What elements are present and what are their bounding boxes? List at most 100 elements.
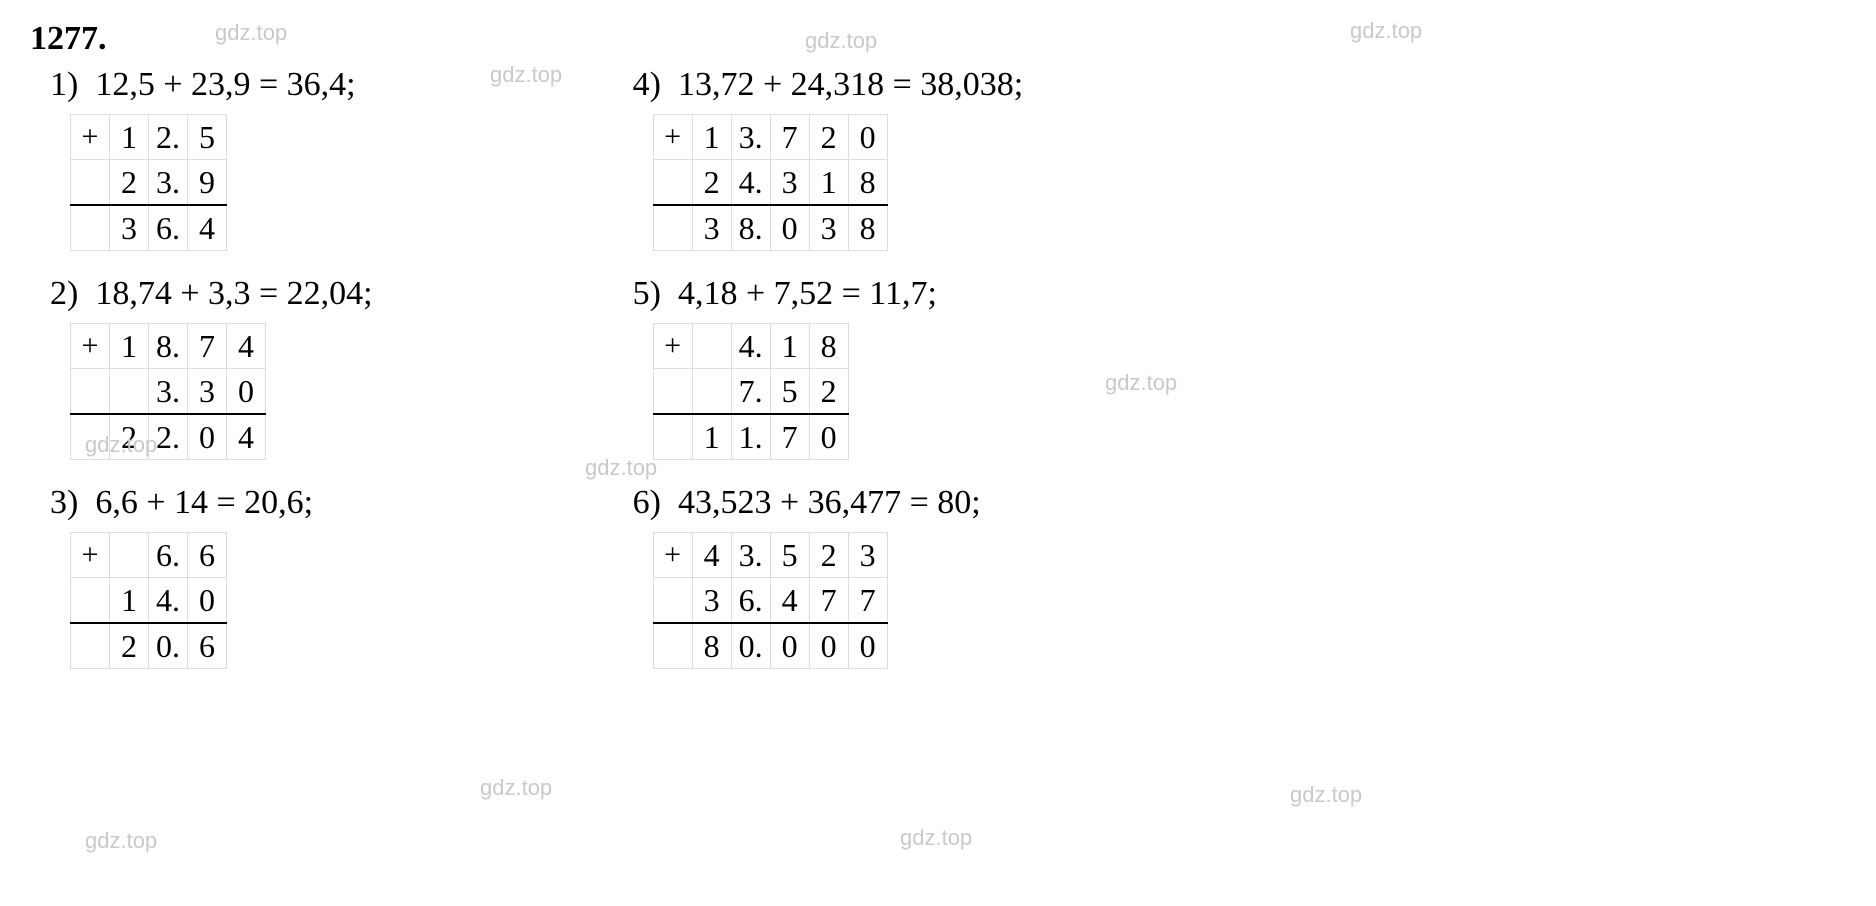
problem: 5) 4,18 + 7,52 = 11,7;+4.187.5211.70 bbox=[613, 275, 1024, 460]
digit-cell: 0 bbox=[809, 414, 848, 460]
problem: 6) 43,523 + 36,477 = 80; +43.52336.47780.… bbox=[613, 484, 1024, 669]
digit-cell: 4. bbox=[149, 578, 188, 624]
calc-table: +12.523.936.4 bbox=[70, 114, 227, 251]
op-cell: + bbox=[71, 115, 110, 160]
problem-equation: 6) 43,523 + 36,477 = 80; bbox=[633, 484, 1024, 522]
right-column: 4) 13,72 + 24,318 = 38,038; +13.72024.318… bbox=[613, 66, 1024, 669]
problem-label: 6) bbox=[633, 484, 661, 521]
digit-cell: 6. bbox=[149, 533, 188, 578]
digit-cell: 3. bbox=[149, 160, 188, 206]
digit-cell: 3. bbox=[731, 115, 770, 160]
digit-cell: 3 bbox=[692, 205, 731, 251]
watermark: gdz.top bbox=[900, 825, 972, 851]
digit-cell: 0 bbox=[809, 623, 848, 669]
table-row: 20.6 bbox=[71, 623, 227, 669]
op-cell: + bbox=[653, 533, 692, 578]
calc-table: +43.52336.47780.000 bbox=[653, 532, 888, 669]
digit-cell: 3 bbox=[770, 160, 809, 206]
problem: 1) 12,5 + 23,9 = 36,4; +12.523.936.4 bbox=[30, 66, 373, 251]
op-cell bbox=[653, 414, 692, 460]
problem: 2) 18,74 + 3,3 = 22,04;+18.743.3022.04 bbox=[30, 275, 373, 460]
digit-cell: 1 bbox=[692, 414, 731, 460]
digit-cell: 4 bbox=[188, 205, 227, 251]
problem-equation: 3) 6,6 + 14 = 20,6; bbox=[50, 484, 373, 522]
equation-text: 4,18 + 7,52 = 11,7; bbox=[678, 275, 937, 312]
digit-cell: 7. bbox=[731, 369, 770, 415]
digit-cell: 6 bbox=[188, 623, 227, 669]
digit-cell: 0 bbox=[227, 369, 266, 415]
digit-cell: 0 bbox=[188, 414, 227, 460]
digit-cell: 0. bbox=[149, 623, 188, 669]
equation-text: 18,74 + 3,3 = 22,04; bbox=[95, 275, 372, 312]
op-cell bbox=[71, 160, 110, 206]
equation-text: 12,5 + 23,9 = 36,4; bbox=[95, 66, 355, 103]
digit-cell: 7 bbox=[770, 414, 809, 460]
op-cell: + bbox=[653, 115, 692, 160]
table-row: 11.70 bbox=[653, 414, 848, 460]
table-row: 23.9 bbox=[71, 160, 227, 206]
digit-cell: 6 bbox=[188, 533, 227, 578]
digit-cell: 8. bbox=[731, 205, 770, 251]
digit-cell: 8 bbox=[848, 205, 887, 251]
table-row: 36.477 bbox=[653, 578, 887, 624]
digit-cell: 2. bbox=[149, 115, 188, 160]
digit-cell: 3 bbox=[809, 205, 848, 251]
op-cell bbox=[653, 160, 692, 206]
calc-table: +13.72024.31838.038 bbox=[653, 114, 888, 251]
problem-label: 1) bbox=[50, 66, 78, 103]
calc-table: +4.187.5211.70 bbox=[653, 323, 849, 460]
problem-label: 4) bbox=[633, 66, 661, 103]
digit-cell: 1 bbox=[770, 324, 809, 369]
op-cell: + bbox=[71, 324, 110, 369]
problem-label: 3) bbox=[50, 484, 78, 521]
table-row: +18.74 bbox=[71, 324, 266, 369]
problem-equation: 2) 18,74 + 3,3 = 22,04; bbox=[50, 275, 373, 313]
problem-label: 5) bbox=[633, 275, 661, 312]
digit-cell: 1 bbox=[692, 115, 731, 160]
equation-text: 13,72 + 24,318 = 38,038; bbox=[678, 66, 1023, 103]
op-cell bbox=[653, 369, 692, 415]
digit-cell: 0 bbox=[770, 623, 809, 669]
digit-cell: 2 bbox=[809, 369, 848, 415]
problem-label: 2) bbox=[50, 275, 78, 312]
table-row: 7.52 bbox=[653, 369, 848, 415]
digit-cell: 1. bbox=[731, 414, 770, 460]
op-cell bbox=[653, 578, 692, 624]
digit-cell: 1 bbox=[110, 115, 149, 160]
digit-cell: 3 bbox=[692, 578, 731, 624]
problem-equation: 5) 4,18 + 7,52 = 11,7; bbox=[633, 275, 1024, 313]
watermark: gdz.top bbox=[1290, 782, 1362, 808]
table-row: +12.5 bbox=[71, 115, 227, 160]
digit-cell: 1 bbox=[110, 578, 149, 624]
digit-cell: 5 bbox=[770, 369, 809, 415]
digit-cell: 4 bbox=[227, 324, 266, 369]
digit-cell: 4. bbox=[731, 160, 770, 206]
digit-cell: 0 bbox=[770, 205, 809, 251]
digit-cell bbox=[110, 369, 149, 415]
digit-cell: 3 bbox=[848, 533, 887, 578]
op-cell bbox=[71, 623, 110, 669]
digit-cell: 3 bbox=[188, 369, 227, 415]
digit-cell: 7 bbox=[809, 578, 848, 624]
digit-cell bbox=[110, 533, 149, 578]
op-cell bbox=[653, 205, 692, 251]
table-row: +43.523 bbox=[653, 533, 887, 578]
digit-cell: 7 bbox=[188, 324, 227, 369]
table-row: 80.000 bbox=[653, 623, 887, 669]
op-cell bbox=[71, 414, 110, 460]
op-cell bbox=[71, 369, 110, 415]
problem: 4) 13,72 + 24,318 = 38,038; +13.72024.318… bbox=[613, 66, 1024, 251]
table-row: 22.04 bbox=[71, 414, 266, 460]
op-cell bbox=[71, 578, 110, 624]
digit-cell: 1 bbox=[110, 324, 149, 369]
table-row: +6.6 bbox=[71, 533, 227, 578]
digit-cell: 3. bbox=[149, 369, 188, 415]
table-row: +4.18 bbox=[653, 324, 848, 369]
digit-cell: 8 bbox=[848, 160, 887, 206]
digit-cell: 8. bbox=[149, 324, 188, 369]
digit-cell: 1 bbox=[809, 160, 848, 206]
digit-cell: 6. bbox=[149, 205, 188, 251]
op-cell: + bbox=[71, 533, 110, 578]
digit-cell bbox=[692, 369, 731, 415]
watermark: gdz.top bbox=[480, 775, 552, 801]
